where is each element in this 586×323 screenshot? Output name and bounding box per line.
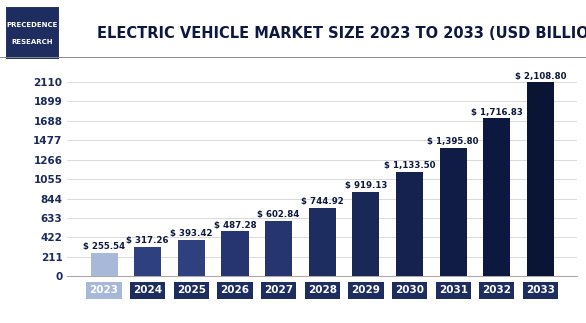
Text: $ 393.42: $ 393.42 <box>170 229 213 238</box>
Bar <box>396 172 423 276</box>
Text: 2029: 2029 <box>352 286 380 296</box>
Text: $ 919.13: $ 919.13 <box>345 181 387 190</box>
Text: PRECEDENCE: PRECEDENCE <box>7 22 58 27</box>
Bar <box>178 240 205 276</box>
Bar <box>527 82 554 276</box>
Text: 2030: 2030 <box>395 286 424 296</box>
Bar <box>352 192 380 276</box>
Text: ELECTRIC VEHICLE MARKET SIZE 2023 TO 2033 (USD BILLION): ELECTRIC VEHICLE MARKET SIZE 2023 TO 203… <box>97 26 586 41</box>
Text: $ 2,108.80: $ 2,108.80 <box>515 71 566 80</box>
Bar <box>309 208 336 276</box>
Bar <box>265 221 292 276</box>
Text: 2033: 2033 <box>526 286 555 296</box>
Bar <box>440 148 467 276</box>
Text: 2028: 2028 <box>308 286 337 296</box>
Text: $ 487.28: $ 487.28 <box>214 221 256 230</box>
Text: 2026: 2026 <box>220 286 250 296</box>
Bar <box>483 118 510 276</box>
Text: RESEARCH: RESEARCH <box>12 39 53 45</box>
Text: $ 1,133.50: $ 1,133.50 <box>384 161 435 170</box>
Text: $ 1,716.83: $ 1,716.83 <box>471 108 523 117</box>
Text: 2025: 2025 <box>177 286 206 296</box>
Text: $ 255.54: $ 255.54 <box>83 242 125 251</box>
Text: $ 744.92: $ 744.92 <box>301 197 343 206</box>
Text: 2031: 2031 <box>439 286 468 296</box>
Text: $ 1,395.80: $ 1,395.80 <box>427 137 479 146</box>
Text: 2023: 2023 <box>90 286 118 296</box>
Bar <box>222 231 248 276</box>
Bar <box>134 247 161 276</box>
Text: 2027: 2027 <box>264 286 293 296</box>
Bar <box>91 253 118 276</box>
Text: 2032: 2032 <box>482 286 512 296</box>
Text: $ 317.26: $ 317.26 <box>127 236 169 245</box>
Text: 2024: 2024 <box>133 286 162 296</box>
Text: $ 602.84: $ 602.84 <box>257 210 300 219</box>
